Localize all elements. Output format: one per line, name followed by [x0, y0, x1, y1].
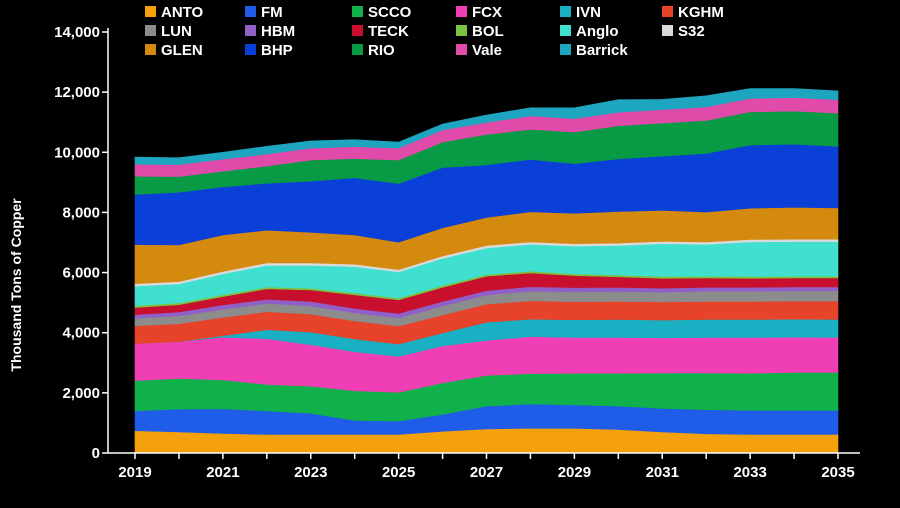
- y-tick-label: 2,000: [62, 385, 100, 402]
- legend-label: Vale: [472, 42, 502, 59]
- legend-swatch: [245, 44, 256, 55]
- legend-label: FM: [261, 4, 283, 21]
- legend-item-vale: Vale: [456, 42, 502, 59]
- legend-label: HBM: [261, 23, 295, 40]
- legend-item-kghm: KGHM: [662, 4, 724, 21]
- legend-label: LUN: [161, 23, 192, 40]
- x-tick-label: 2033: [733, 464, 766, 481]
- legend-label: RIO: [368, 42, 395, 59]
- legend-item-barrick: Barrick: [560, 42, 628, 59]
- legend-swatch: [352, 44, 363, 55]
- area-series-group: [134, 88, 839, 454]
- legend-item-ivn: IVN: [560, 4, 601, 21]
- legend-label: BOL: [472, 23, 504, 40]
- x-tick-label: 2035: [821, 464, 854, 481]
- legend-item-hbm: HBM: [245, 23, 295, 40]
- legend-swatch: [245, 25, 256, 36]
- legend-swatch: [662, 6, 673, 17]
- legend-item-anglo: Anglo: [560, 23, 619, 40]
- y-ticks: 0 2,000 4,000 6,000 8,000 10,000 12,000 14,000: [54, 24, 108, 462]
- legend-label: TECK: [368, 23, 409, 40]
- x-tick-label: 2029: [558, 464, 591, 481]
- legend-item-glen: GLEN: [145, 42, 203, 59]
- x-tick-label: 2027: [470, 464, 503, 481]
- legend-swatch: [560, 25, 571, 36]
- x-tick-label: 2023: [294, 464, 327, 481]
- legend-item-bhp: BHP: [245, 42, 293, 59]
- legend-swatch: [245, 6, 256, 17]
- legend-item-teck: TECK: [352, 23, 409, 40]
- legend-swatch: [560, 6, 571, 17]
- area-barrick: [134, 88, 839, 165]
- legend-label: GLEN: [161, 42, 203, 59]
- y-tick-label: 10,000: [54, 144, 100, 161]
- legend-item-rio: RIO: [352, 42, 395, 59]
- legend-swatch: [145, 25, 156, 36]
- legend-swatch: [145, 44, 156, 55]
- legend-item-bol: BOL: [456, 23, 504, 40]
- legend-label: SCCO: [368, 4, 412, 21]
- legend-label: BHP: [261, 42, 293, 59]
- legend-swatch: [352, 6, 363, 17]
- legend-label: ANTO: [161, 4, 204, 21]
- legend-label: KGHM: [678, 4, 724, 21]
- legend-swatch: [662, 25, 673, 36]
- x-tick-label: 2031: [646, 464, 679, 481]
- legend-swatch: [456, 6, 467, 17]
- legend-item-s32: S32: [662, 23, 705, 40]
- y-tick-label: 14,000: [54, 24, 100, 41]
- y-tick-label: 6,000: [62, 265, 100, 282]
- legend-swatch: [456, 25, 467, 36]
- legend-label: S32: [678, 23, 705, 40]
- legend-label: Anglo: [576, 23, 619, 40]
- legend: ANTO FM SCCO FCX IVN KGHM LUN HBM TECK BOL Anglo S3…: [145, 4, 724, 59]
- x-tick-label: 2025: [382, 464, 415, 481]
- y-tick-label: 8,000: [62, 204, 100, 221]
- legend-item-fcx: FCX: [456, 4, 502, 21]
- y-tick-label: 4,000: [62, 325, 100, 342]
- y-tick-label: 12,000: [54, 84, 100, 101]
- legend-swatch: [560, 44, 571, 55]
- x-tick-label: 2019: [118, 464, 151, 481]
- legend-item-anto: ANTO: [145, 4, 204, 21]
- legend-label: IVN: [576, 4, 601, 21]
- x-ticks: 2019 2021 2023 2025 2027 2029 2031 2033 2035: [118, 453, 855, 481]
- legend-label: FCX: [472, 4, 502, 21]
- y-axis-label: Thousand Tons of Copper: [8, 198, 24, 372]
- legend-swatch: [145, 6, 156, 17]
- legend-item-scco: SCCO: [352, 4, 412, 21]
- legend-item-fm: FM: [245, 4, 283, 21]
- legend-swatch: [456, 44, 467, 55]
- legend-swatch: [352, 25, 363, 36]
- x-tick-label: 2021: [206, 464, 239, 481]
- axes: [107, 28, 860, 454]
- y-tick-label: 0: [92, 445, 100, 462]
- legend-item-lun: LUN: [145, 23, 192, 40]
- legend-label: Barrick: [576, 42, 628, 59]
